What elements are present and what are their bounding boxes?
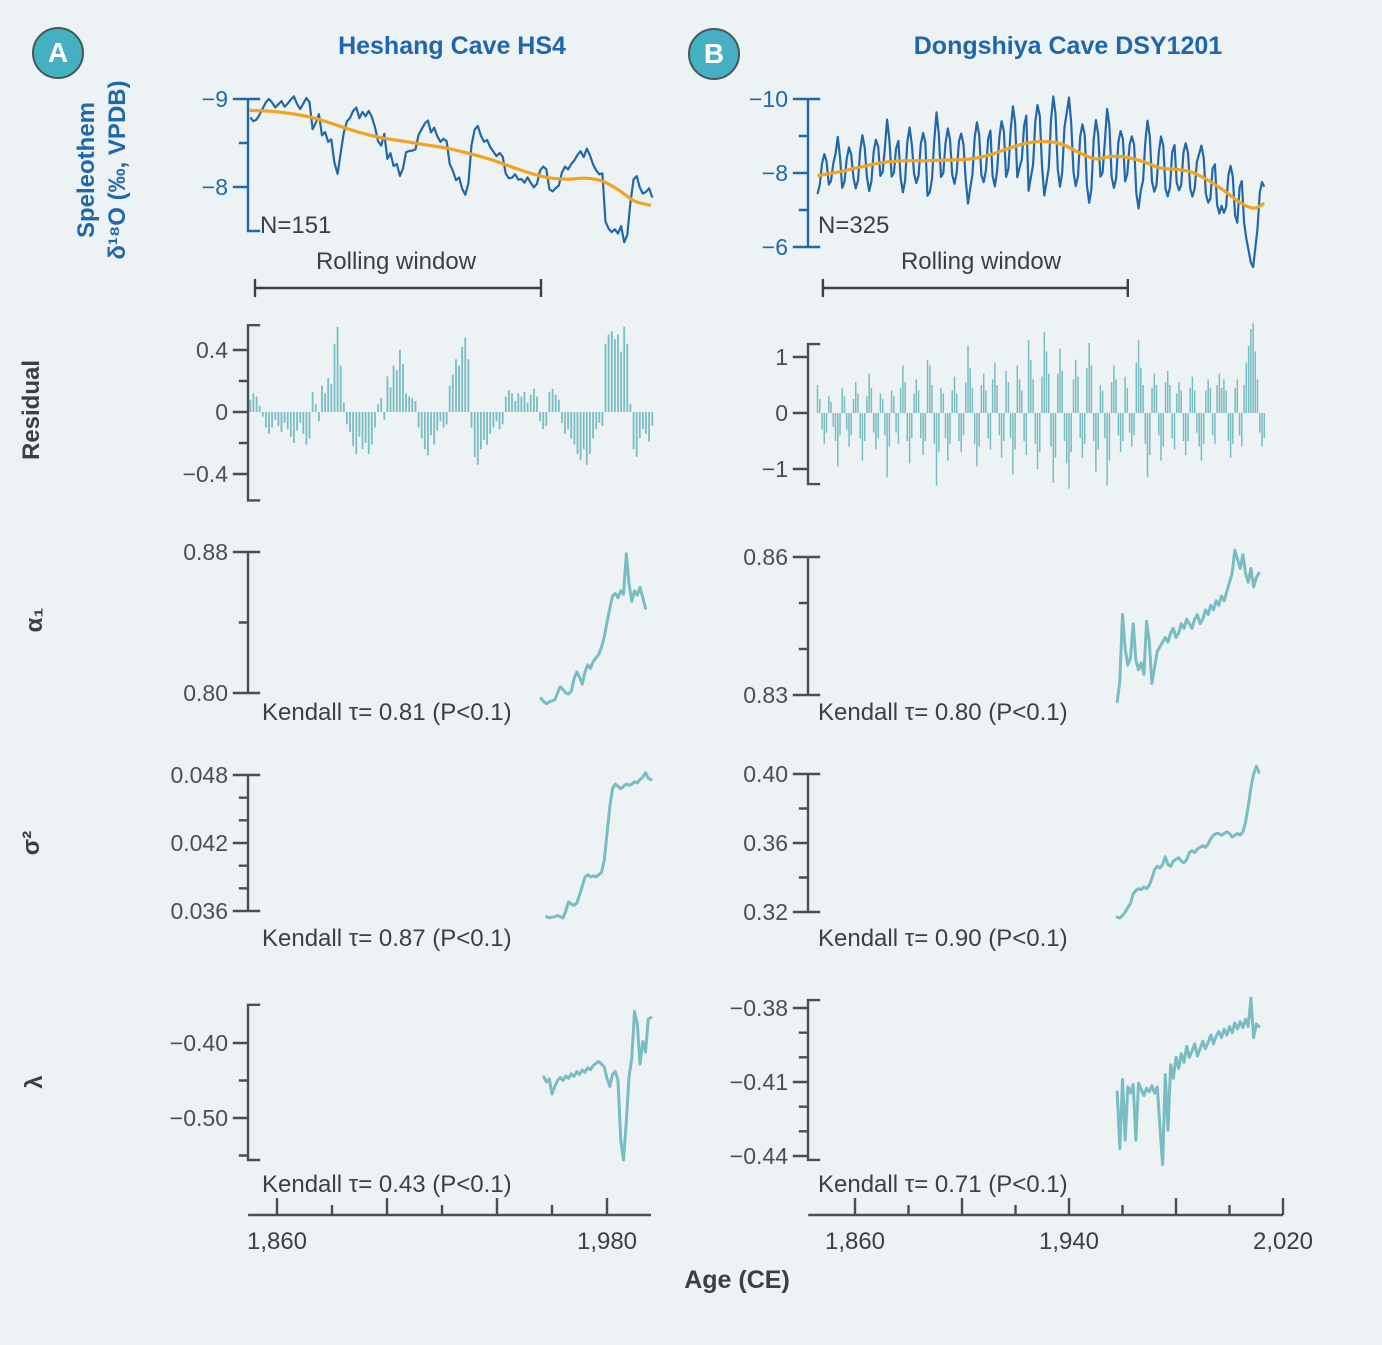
svg-text:0.32: 0.32: [743, 899, 788, 925]
panel-b-sigma2-kendall: Kendall τ= 0.90 (P<0.1): [818, 925, 1068, 952]
svg-text:0.40: 0.40: [743, 761, 788, 787]
panel-B-rolling-window-bracket: [821, 279, 1129, 297]
panel-B-lambda-plot: −0.38 −0.41 −0.44: [730, 995, 1261, 1169]
panel-A-alpha1-line: [539, 552, 647, 706]
panel-B-d18o-raw-line: [816, 95, 1266, 269]
panel-A-lambda-plot: −0.40 −0.50: [170, 1003, 653, 1162]
y-axis-label-line1: Speleothem: [73, 101, 100, 239]
panel-a-alpha1-kendall: Kendall τ= 0.81 (P<0.1): [262, 699, 512, 726]
svg-text:0: 0: [775, 400, 788, 426]
y-axis-label-line2: δ¹⁸O (‰, VPDB): [104, 80, 131, 260]
panel-A-x-axis: 1,860 1,980: [247, 1198, 651, 1255]
svg-text:0.036: 0.036: [170, 898, 228, 924]
panel-b-badge: B: [688, 28, 740, 80]
panel-B-x-axis: 1,860 1,940 2,020: [808, 1198, 1313, 1255]
svg-text:−1: −1: [762, 456, 788, 482]
panel-a-lambda-kendall: Kendall τ= 0.43 (P<0.1): [262, 1171, 512, 1198]
panel-b-n-count: N=325: [818, 212, 890, 239]
panel-A-lambda-line: [542, 1010, 653, 1162]
svg-text:−6: −6: [762, 234, 788, 260]
svg-text:−8: −8: [202, 174, 228, 200]
row-label-residual: Residual: [18, 359, 45, 461]
panel-b-lambda-kendall: Kendall τ= 0.71 (P<0.1): [818, 1171, 1068, 1198]
panel-B-residual-plot: 1 0 −1: [762, 323, 1266, 489]
x-axis-title-age: Age (CE): [684, 1266, 790, 1294]
svg-text:1: 1: [775, 344, 788, 370]
panel-b-rolling-window-label: Rolling window: [900, 248, 1062, 275]
panel-A-d18o-plot: −9 −8: [202, 86, 654, 244]
svg-text:0: 0: [215, 399, 228, 425]
svg-text:−0.50: −0.50: [170, 1105, 228, 1131]
panel-b-title: Dongshiya Cave DSY1201: [913, 32, 1223, 60]
svg-text:−0.44: −0.44: [730, 1143, 788, 1169]
svg-text:0.36: 0.36: [743, 830, 788, 856]
row-label-alpha1: α₁: [21, 607, 48, 633]
svg-text:−9: −9: [202, 86, 228, 112]
panel-A-alpha1-plot: 0.88 0.80: [183, 539, 647, 706]
svg-text:−0.4: −0.4: [183, 461, 229, 487]
row-label-sigma2: σ²: [18, 830, 45, 856]
panel-B-alpha1-line: [1115, 548, 1261, 704]
svg-text:0.048: 0.048: [170, 762, 228, 788]
svg-text:−10: −10: [749, 86, 788, 112]
svg-text:1,940: 1,940: [1039, 1228, 1099, 1255]
panel-a-rolling-window-label: Rolling window: [315, 248, 477, 275]
svg-text:−0.40: −0.40: [170, 1030, 228, 1056]
svg-text:2,020: 2,020: [1253, 1228, 1313, 1255]
panel-a-title: Heshang Cave HS4: [338, 32, 566, 60]
svg-text:0.042: 0.042: [170, 830, 228, 856]
panel-b-badge-letter: B: [703, 38, 725, 69]
panel-a-sigma2-kendall: Kendall τ= 0.87 (P<0.1): [262, 925, 512, 952]
panel-A-residual-plot: 0.4 0 −0.4: [183, 324, 654, 502]
panel-A-sigma2-line: [545, 771, 653, 920]
svg-text:0.80: 0.80: [183, 680, 228, 706]
panel-B-residual-bars: [816, 323, 1266, 489]
svg-text:0.83: 0.83: [743, 682, 788, 708]
svg-text:1,860: 1,860: [247, 1228, 307, 1255]
panel-A-sigma2-plot: 0.048 0.042 0.036: [170, 762, 653, 924]
svg-text:1,860: 1,860: [825, 1228, 885, 1255]
panel-A-rolling-window-bracket: [253, 279, 543, 297]
svg-text:0.4: 0.4: [196, 337, 228, 363]
panel-B-alpha1-plot: 0.86 0.83: [743, 544, 1261, 708]
panel-b-alpha1-kendall: Kendall τ= 0.80 (P<0.1): [818, 699, 1068, 726]
panel-A-residual-bars: [249, 326, 654, 465]
panel-B-d18o-smooth-line: [817, 139, 1266, 210]
panel-B-lambda-line: [1115, 996, 1261, 1167]
svg-text:−0.41: −0.41: [730, 1069, 788, 1095]
panel-a-badge-letter: A: [47, 37, 69, 68]
svg-text:−0.38: −0.38: [730, 995, 788, 1021]
panel-B-sigma2-plot: 0.40 0.36 0.32: [743, 761, 1261, 925]
svg-text:0.86: 0.86: [743, 544, 788, 570]
panel-B-sigma2-line: [1115, 764, 1261, 920]
svg-text:−8: −8: [762, 160, 788, 186]
svg-text:1,980: 1,980: [577, 1228, 637, 1255]
panel-a-n-count: N=151: [260, 212, 332, 239]
y-axis-label-speleothem: Speleothem δ¹⁸O (‰, VPDB): [71, 70, 133, 270]
row-label-lambda: λ: [21, 1075, 48, 1089]
panel-a-badge: A: [32, 27, 84, 79]
svg-text:0.88: 0.88: [183, 539, 228, 565]
panel-B-d18o-plot: −10 −8 −6: [749, 86, 1266, 269]
panel-A-d18o-smooth-line: [249, 108, 652, 208]
